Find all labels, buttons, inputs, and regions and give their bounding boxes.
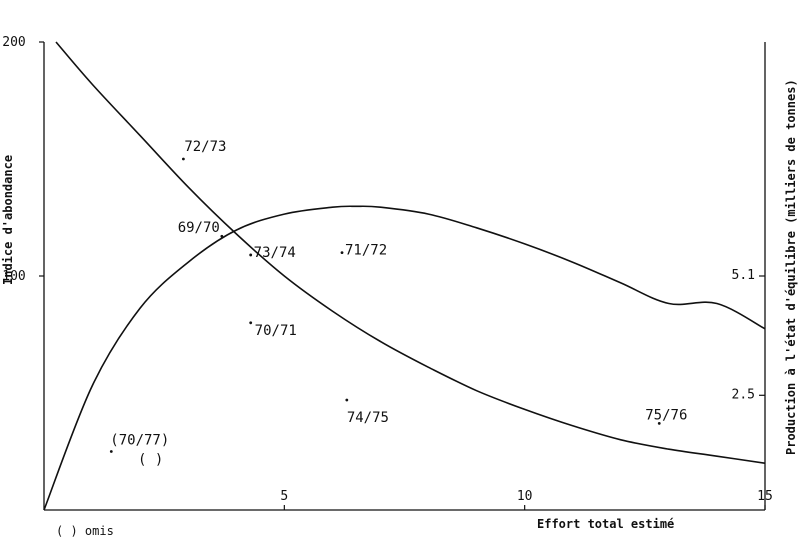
point-marker-5 xyxy=(345,398,349,402)
point-label-7: (70/77) xyxy=(110,433,169,449)
y-right-tick-label-1: 5.1 xyxy=(732,268,755,283)
ticks: 5 10 15 100 200 2.5 5.1 xyxy=(2,35,773,510)
equilibrium-yield-curve-1 xyxy=(43,205,766,511)
point-label-0: 72/73 xyxy=(184,139,226,155)
x-axis-title: Effort total estimé xyxy=(537,517,674,531)
points: 72/73 69/70 73/74 71/72 70/71 74/75 75/76 (70/7… xyxy=(109,139,687,453)
point-label-6: 75/76 xyxy=(645,407,687,423)
x-tick-label-2: 15 xyxy=(757,489,773,504)
x-tick-label-1: 10 xyxy=(517,489,533,504)
curves xyxy=(43,41,766,511)
point-marker-2 xyxy=(249,253,253,257)
legend-note: ( ) omis xyxy=(56,524,114,538)
y-axis-left-title: Indice d'abondance xyxy=(1,155,15,285)
point-marker-1 xyxy=(220,234,224,238)
point-marker-7 xyxy=(109,450,113,453)
y-left-tick-label-1: 200 xyxy=(2,35,25,50)
point-marker-0 xyxy=(181,157,185,161)
extra-label: ( ) xyxy=(138,452,163,468)
y-right-tick-label-0: 2.5 xyxy=(732,387,755,402)
point-label-5: 74/75 xyxy=(347,410,389,426)
y-axis-right-title: Production à l'état d'équilibre (millier… xyxy=(784,79,798,455)
point-label-2: 73/74 xyxy=(254,245,296,261)
point-marker-6 xyxy=(657,422,661,425)
point-label-3: 71/72 xyxy=(345,243,387,259)
x-tick-label-0: 5 xyxy=(280,489,288,504)
point-marker-4 xyxy=(249,321,253,325)
point-marker-3 xyxy=(340,251,344,255)
point-label-4: 70/71 xyxy=(255,323,297,339)
abundance-curve-0 xyxy=(55,41,766,464)
point-label-1: 69/70 xyxy=(178,220,220,236)
y-left-tick-label-0: 100 xyxy=(2,269,25,284)
